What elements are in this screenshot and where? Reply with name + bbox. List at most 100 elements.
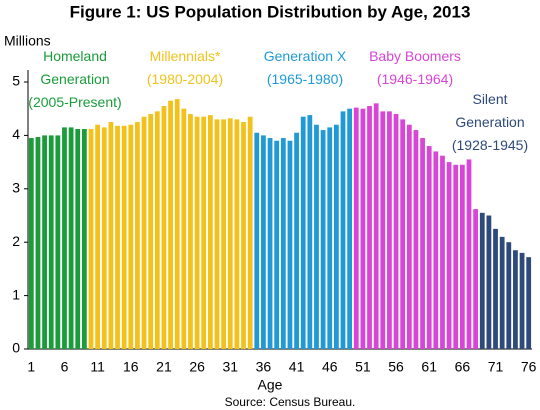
bar bbox=[307, 115, 313, 349]
bar bbox=[81, 128, 87, 349]
group-years: (1928-1945) bbox=[451, 137, 529, 153]
x-tick-label: 6 bbox=[61, 359, 69, 375]
bar bbox=[360, 108, 366, 349]
bar bbox=[161, 106, 167, 349]
bar bbox=[294, 132, 299, 349]
bar bbox=[459, 164, 465, 349]
bar bbox=[333, 124, 339, 349]
bar bbox=[247, 116, 253, 350]
bar bbox=[194, 116, 200, 350]
x-tick-label: 66 bbox=[455, 359, 471, 375]
bar bbox=[207, 115, 213, 349]
bar bbox=[446, 162, 452, 349]
bar bbox=[466, 159, 472, 349]
bar bbox=[499, 236, 505, 349]
bar bbox=[267, 138, 273, 349]
bar bbox=[506, 242, 512, 349]
bar bbox=[181, 108, 187, 349]
x-tick-label: 41 bbox=[289, 359, 305, 375]
bar bbox=[101, 127, 107, 349]
x-tick-label: 11 bbox=[90, 359, 105, 375]
bar bbox=[380, 111, 386, 350]
bar bbox=[42, 135, 47, 349]
bar bbox=[426, 146, 432, 349]
chart-title: Figure 1: US Population Distribution by … bbox=[70, 2, 471, 21]
x-axis-label: Age bbox=[258, 377, 283, 393]
x-tick-label: 16 bbox=[123, 359, 139, 375]
source-note: Source: Census Bureau. bbox=[225, 395, 356, 409]
group-name: Baby Boomers bbox=[369, 48, 461, 64]
bar bbox=[241, 122, 246, 349]
bar bbox=[413, 130, 419, 349]
bar bbox=[519, 252, 525, 349]
bar bbox=[513, 250, 518, 349]
bar bbox=[68, 127, 74, 349]
bar bbox=[95, 124, 101, 349]
bar bbox=[327, 127, 333, 349]
group-years: (1946-1964) bbox=[376, 71, 454, 87]
x-tick-label: 1 bbox=[27, 359, 35, 375]
group-years: (1965-1980) bbox=[266, 71, 344, 87]
y-tick-label: 1 bbox=[12, 286, 20, 302]
bar bbox=[493, 228, 498, 349]
x-tick-label: 31 bbox=[222, 359, 238, 375]
bar bbox=[121, 125, 127, 350]
bar bbox=[314, 124, 319, 349]
bar bbox=[75, 128, 81, 349]
bar bbox=[201, 116, 207, 350]
bar bbox=[287, 140, 293, 349]
bar bbox=[353, 107, 359, 349]
bar bbox=[526, 257, 532, 349]
bar bbox=[420, 138, 425, 349]
x-tick-label: 46 bbox=[322, 359, 338, 375]
bar bbox=[62, 127, 67, 349]
x-tick-label: 61 bbox=[421, 359, 437, 375]
bar bbox=[148, 114, 154, 349]
bar bbox=[227, 118, 233, 349]
y-tick-label: 2 bbox=[12, 233, 20, 249]
bar bbox=[347, 108, 353, 349]
bar bbox=[280, 138, 286, 349]
x-tick-label: 26 bbox=[189, 359, 205, 375]
x-tick-label: 51 bbox=[355, 359, 371, 375]
x-tick-label: 71 bbox=[488, 359, 504, 375]
x-tick-label: 21 bbox=[156, 359, 172, 375]
bar bbox=[115, 125, 120, 350]
bar bbox=[300, 116, 306, 350]
bar bbox=[55, 135, 61, 349]
x-tick-label: 76 bbox=[521, 359, 537, 375]
bar bbox=[174, 99, 180, 349]
bar bbox=[234, 119, 240, 349]
y-tick-label: 3 bbox=[12, 180, 20, 196]
bar bbox=[168, 100, 173, 349]
bar bbox=[479, 212, 485, 349]
bar bbox=[320, 130, 326, 349]
bar bbox=[393, 114, 399, 349]
bar bbox=[135, 122, 140, 349]
bar bbox=[261, 135, 266, 349]
bar bbox=[214, 119, 220, 349]
y-tick-label: 0 bbox=[12, 340, 20, 356]
bar bbox=[128, 124, 134, 349]
bar bbox=[373, 103, 379, 349]
bar bbox=[486, 215, 492, 349]
group-years: (2005-Present) bbox=[28, 94, 122, 110]
bar bbox=[254, 132, 260, 349]
bar bbox=[88, 128, 94, 349]
bar bbox=[274, 140, 280, 349]
y-axis-label: Millions bbox=[4, 33, 51, 49]
bar bbox=[453, 164, 459, 349]
group-name: Millennials* bbox=[149, 48, 221, 64]
group-name: Homeland Generation bbox=[40, 48, 110, 87]
x-tick-label: 56 bbox=[388, 359, 404, 375]
bar bbox=[154, 111, 160, 350]
bar bbox=[188, 114, 193, 349]
y-tick-label: 4 bbox=[12, 126, 20, 142]
y-tick-label: 5 bbox=[12, 73, 20, 89]
bar bbox=[108, 122, 114, 349]
bar bbox=[406, 124, 412, 349]
bar bbox=[28, 138, 34, 349]
bar bbox=[387, 111, 392, 350]
